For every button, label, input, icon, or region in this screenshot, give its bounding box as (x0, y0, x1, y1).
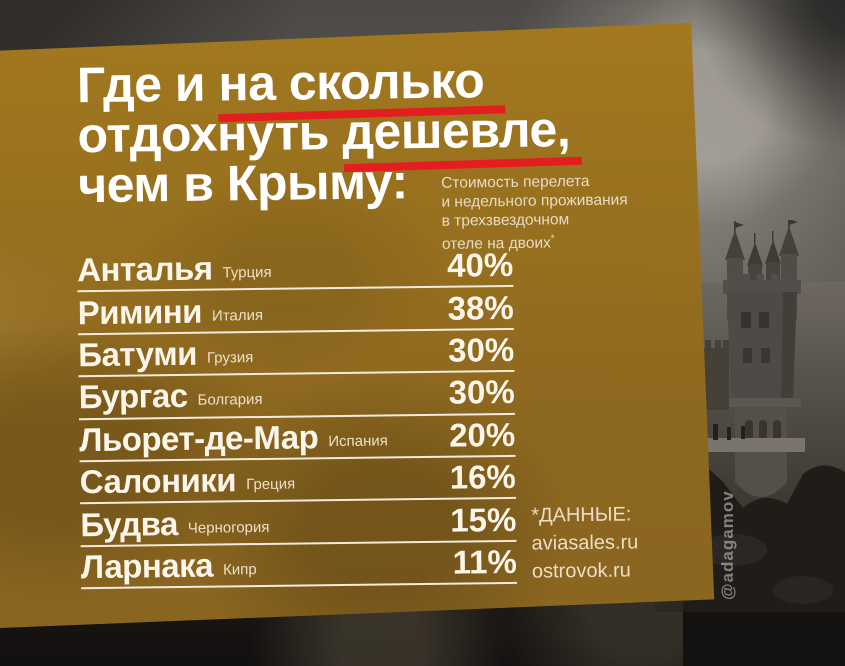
subtitle-line: Стоимость перелета (441, 172, 590, 192)
discount-value: 11% (452, 542, 518, 581)
discount-value: 20% (448, 415, 516, 454)
table-row: Салоники Греция 16% (79, 456, 517, 505)
city-name: Ларнака (80, 546, 214, 586)
footnote-marker: * (550, 233, 555, 245)
country-name: Греция (246, 475, 296, 494)
city-name: Бургас (78, 377, 188, 416)
table-row: Анталья Турция 40% (76, 244, 514, 293)
table-row: Льорет-де-Мар Испания 20% (79, 414, 516, 463)
watermark: @adagamov (718, 490, 737, 600)
subtitle-line: в трехзвездочном (441, 211, 570, 230)
country-name: Черногория (187, 518, 270, 537)
sources-label: *ДАННЫЕ: (531, 503, 632, 527)
city-name: Римини (77, 292, 203, 331)
discount-value: 38% (447, 288, 514, 327)
data-sources-note: *ДАННЫЕ: aviasales.ru ostrovok.ru (531, 500, 639, 585)
castle-silhouette (683, 220, 845, 666)
table-row: Бургас Болгария 30% (78, 372, 516, 420)
discount-value: 16% (449, 458, 516, 496)
city-name: Анталья (76, 249, 213, 289)
city-name: Льорет-де-Мар (79, 418, 319, 458)
country-name: Италия (211, 306, 264, 325)
subtitle-line: и недельного проживания (441, 191, 628, 211)
table-row: Ларнака Кипр 11% (80, 541, 518, 590)
discount-value: 15% (449, 500, 517, 539)
subtitle-note: Стоимость перелета и недельного проживан… (441, 171, 628, 253)
discount-value: 40% (446, 246, 514, 284)
city-name: Салоники (79, 461, 237, 501)
country-name: Болгария (197, 391, 263, 410)
city-name: Будва (80, 504, 178, 543)
comparison-table: Анталья Турция 40% Римини Италия 38% Бат… (76, 244, 518, 590)
country-name: Турция (222, 264, 272, 282)
source-ostrovok: ostrovok.ru (531, 559, 631, 583)
table-row: Батуми Грузия 30% (77, 329, 515, 378)
table-row: Будва Черногория 15% (80, 499, 517, 547)
discount-value: 30% (448, 373, 515, 412)
discount-value: 30% (447, 330, 515, 369)
country-name: Испания (328, 432, 388, 450)
country-name: Грузия (206, 349, 254, 367)
country-name: Кипр (222, 560, 257, 579)
table-row: Римини Италия 38% (77, 287, 514, 335)
source-aviasales: aviasales.ru (531, 531, 639, 555)
city-name: Батуми (78, 334, 198, 374)
